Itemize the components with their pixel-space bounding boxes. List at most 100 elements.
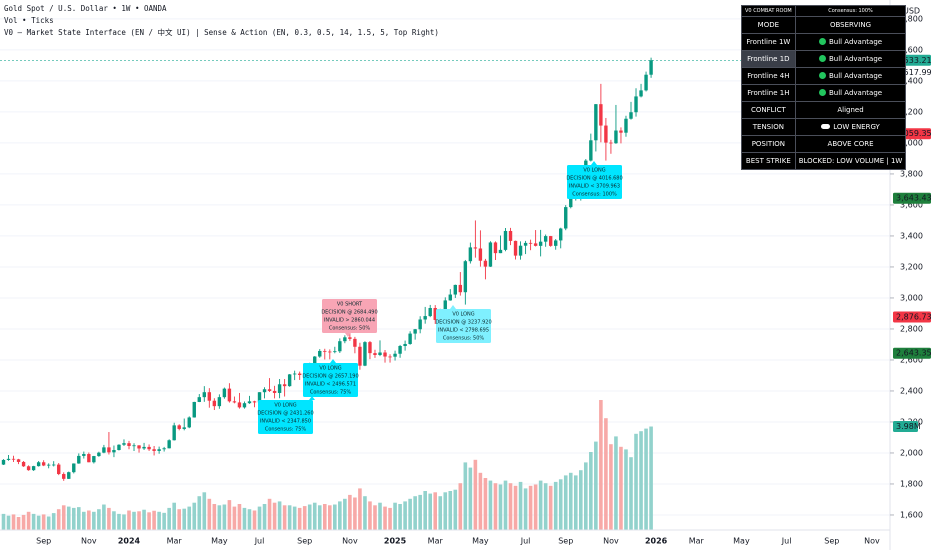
- row-value-text: Bull Advantage: [828, 38, 883, 46]
- y-tick-label: 4,400: [900, 76, 923, 85]
- volume-bar: [624, 449, 628, 530]
- candle-body: [272, 390, 277, 393]
- annotation-pointer: [591, 161, 597, 165]
- candle-body: [31, 466, 36, 471]
- candle-body: [41, 462, 46, 466]
- candle-body: [619, 130, 623, 133]
- candle-body: [6, 458, 11, 460]
- candle-body: [142, 446, 146, 449]
- candle-body: [177, 425, 181, 429]
- price-marker-bg: [893, 347, 931, 359]
- y-tick-label: 1,600: [900, 510, 923, 519]
- candle-body: [77, 455, 81, 464]
- price-marker-label: 4,533.210: [896, 56, 932, 65]
- volume-bar: [548, 485, 553, 530]
- candle-body: [57, 464, 61, 475]
- candle-body: [473, 247, 478, 249]
- volume-bar: [132, 511, 136, 530]
- volume-bar: [353, 497, 357, 530]
- candle-body: [569, 198, 573, 208]
- candle-body: [147, 446, 151, 450]
- candle-body: [277, 384, 282, 393]
- volume-bar: [262, 504, 267, 530]
- volume-bar: [649, 426, 653, 530]
- candle-body: [257, 392, 262, 403]
- annotation-text: Consensus: 75%: [265, 427, 307, 433]
- volume-bar: [594, 441, 598, 530]
- candle-body: [222, 388, 227, 398]
- candle-body: [388, 356, 392, 358]
- row-value-text: Bull Advantage: [828, 89, 883, 97]
- price-marker-bg: [893, 311, 931, 323]
- candle-body: [468, 247, 473, 262]
- candle-body: [448, 294, 452, 301]
- x-tick-label: 2024: [118, 537, 141, 546]
- candle-body: [403, 343, 407, 346]
- candle-body: [413, 329, 417, 334]
- row-value-text: OBSERVING: [829, 21, 872, 29]
- y-tick-label: 4,200: [900, 107, 923, 116]
- indicator-legend: Vol • Ticks: [4, 16, 54, 25]
- volume-bar: [287, 505, 292, 530]
- volume-bar: [553, 481, 558, 530]
- candle-body: [398, 345, 402, 354]
- volume-bar: [21, 514, 26, 530]
- candle-body: [167, 440, 171, 449]
- y-tick-label: 4,000: [900, 138, 923, 147]
- candle-body: [26, 466, 31, 471]
- volume-bar: [292, 506, 297, 530]
- candle-body: [117, 444, 121, 451]
- volume-bar: [267, 498, 272, 530]
- volume-bar: [373, 505, 377, 530]
- table-row: Frontline 1D Bull Advantage: [741, 50, 907, 68]
- candle-body: [92, 456, 96, 463]
- volume-bar: [41, 514, 46, 530]
- candle-body: [152, 449, 156, 451]
- volume-bar: [232, 506, 237, 530]
- volume-bar: [252, 510, 257, 530]
- row-value-text: Bull Advantage: [828, 55, 883, 63]
- volume-bar: [513, 485, 518, 530]
- candle-body: [498, 249, 503, 254]
- candle-body: [343, 337, 347, 342]
- candle-body: [609, 142, 613, 144]
- annotation-text: Consensus: 50%: [443, 336, 485, 342]
- row-key: CONFLICT: [741, 101, 796, 119]
- candle-body: [353, 338, 357, 347]
- volume-bar: [192, 502, 197, 530]
- candle-body: [313, 356, 317, 364]
- candle-body: [1, 459, 6, 465]
- volume-bar: [182, 508, 187, 530]
- candle-body: [614, 130, 618, 144]
- annotation-text: DECISION @ 3237.920: [435, 320, 491, 326]
- volume-bar: [408, 498, 412, 530]
- row-value: Aligned: [794, 101, 907, 119]
- row-key: Frontline 1H: [741, 84, 796, 102]
- row-value: ABOVE CORE: [794, 135, 907, 153]
- x-tick-label: Nov: [603, 537, 619, 546]
- price-marker-bg: [893, 192, 931, 204]
- row-key: Frontline 1W: [741, 33, 796, 51]
- row-value: OBSERVING: [794, 16, 907, 34]
- volume-bar: [448, 491, 453, 530]
- candle-body: [132, 445, 136, 447]
- x-tick-label: Sep: [297, 537, 312, 546]
- volume-bar: [458, 483, 463, 530]
- volume-bar: [272, 502, 277, 530]
- volume-bar: [162, 512, 166, 530]
- candle-body: [187, 417, 191, 428]
- volume-bar: [343, 498, 347, 530]
- candle-body: [629, 112, 633, 119]
- table-row: CONFLICT Aligned: [741, 101, 907, 119]
- candle-body: [127, 443, 131, 446]
- volume-bar: [312, 502, 317, 530]
- annotation-text: INVALID < 3709.963: [569, 184, 620, 190]
- annotation-box: [258, 400, 313, 434]
- indicator-legend: V0 — Market State Interface (EN / 中文 UI)…: [4, 27, 439, 37]
- candle-body: [137, 445, 141, 449]
- table-row: TENSION LOW ENERGY: [741, 118, 907, 136]
- row-key: Frontline 1D: [741, 50, 796, 68]
